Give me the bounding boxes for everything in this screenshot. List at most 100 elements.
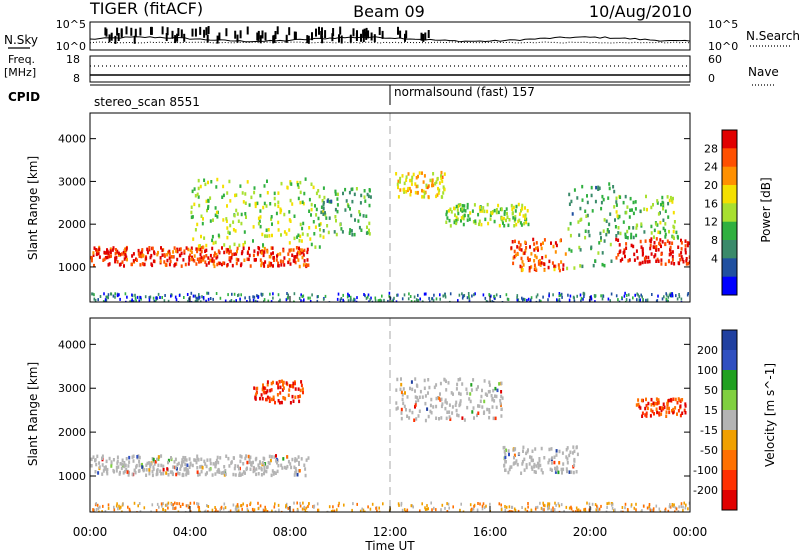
power-echo-cell <box>248 246 250 251</box>
velocity-echo-cell <box>264 386 267 391</box>
nsky-spike <box>294 31 297 40</box>
power-echo-cell <box>641 247 644 251</box>
power-echo-cell <box>397 185 399 190</box>
power-echo-cell <box>456 217 459 221</box>
velocity-echo-cell <box>530 458 533 463</box>
power-clutter-cell <box>516 296 518 300</box>
power-echo-cell <box>108 262 111 266</box>
velocity-clutter-cell <box>165 503 168 507</box>
power-echo-cell <box>223 243 226 247</box>
power-echo-cell <box>473 203 476 207</box>
velocity-echo-cell <box>554 470 557 474</box>
power-echo-cell <box>662 207 664 211</box>
power-clutter-cell <box>215 292 218 295</box>
velocity-clutter-cell <box>119 506 121 510</box>
velocity-echo-cell <box>481 405 484 409</box>
power-echo-cell <box>448 218 451 223</box>
power-clutter-cell <box>252 295 254 299</box>
power-echo-cell <box>437 191 440 195</box>
power-echo-cell <box>505 207 508 211</box>
velocity-echo-cell <box>455 408 458 413</box>
power-clutter-cell <box>548 292 550 296</box>
power-echo-cell <box>277 228 280 232</box>
power-echo-cell <box>125 247 128 251</box>
power-clutter-cell <box>686 293 689 297</box>
power-colorbar-swatch <box>722 221 737 241</box>
velocity-clutter-cell <box>369 507 372 511</box>
velocity-clutter-cell <box>302 501 304 505</box>
power-echo-cell <box>403 190 406 194</box>
velocity-echo-cell <box>504 459 507 464</box>
power-echo-cell <box>442 185 445 189</box>
power-echo-cell <box>367 194 370 199</box>
power-echo-cell <box>364 199 367 203</box>
power-echo-cell <box>273 191 276 196</box>
power-echo-cell <box>657 259 660 263</box>
power-echo-cell <box>469 211 472 215</box>
power-clutter-cell <box>91 292 94 296</box>
velocity-clutter-cell <box>162 502 164 506</box>
power-echo-cell <box>632 235 635 240</box>
velocity-clutter-cell <box>646 506 649 510</box>
velocity-y-tick-label: 4000 <box>58 338 86 351</box>
power-echo-cell <box>345 199 348 203</box>
velocity-clutter-cell <box>498 502 501 506</box>
power-echo-cell <box>592 263 595 268</box>
power-echo-cell <box>463 204 466 208</box>
power-echo-cell <box>535 268 538 272</box>
power-echo-cell <box>655 237 658 241</box>
velocity-echo-cell <box>294 457 297 461</box>
velocity-clutter-cell <box>185 504 188 508</box>
power-clutter-cell <box>198 293 200 297</box>
velocity-clutter-cell <box>667 509 670 512</box>
velocity-clutter-cell <box>600 504 602 508</box>
power-clutter-cell <box>392 298 394 302</box>
velocity-clutter-cell <box>253 508 256 512</box>
power-echo-cell <box>259 193 262 198</box>
velocity-clutter-cell <box>459 509 461 512</box>
power-echo-cell <box>468 217 471 222</box>
power-echo-cell <box>635 249 638 253</box>
nsearch-trace <box>89 41 691 44</box>
nsky-spike <box>216 35 219 44</box>
velocity-clutter-cell <box>161 504 163 508</box>
velocity-echo-cell <box>641 411 644 415</box>
power-echo-cell <box>179 253 182 258</box>
velocity-echo-cell <box>532 458 534 463</box>
power-echo-cell <box>351 233 354 237</box>
power-echo-cell <box>321 210 324 214</box>
velocity-echo-cell <box>102 469 105 473</box>
velocity-echo-cell <box>257 463 260 467</box>
velocity-echo-cell <box>395 401 398 405</box>
power-echo-cell <box>266 179 268 183</box>
velocity-clutter-cell <box>577 508 580 512</box>
nsky-spike <box>110 32 113 41</box>
power-echo-cell <box>262 205 265 210</box>
power-echo-cell <box>118 263 121 267</box>
power-clutter-cell <box>540 299 542 302</box>
power-echo-cell <box>227 230 230 234</box>
nsky-spike <box>332 28 335 36</box>
power-echo-cell <box>201 221 204 226</box>
velocity-echo-cell <box>448 415 451 419</box>
velocity-echo-cell <box>282 396 285 400</box>
power-echo-cell <box>304 177 307 181</box>
power-echo-cell <box>581 264 584 269</box>
nsky-spike <box>225 28 228 37</box>
power-echo-cell <box>314 225 317 229</box>
power-echo-cell <box>320 210 323 215</box>
power-echo-cell <box>628 258 631 262</box>
velocity-echo-cell <box>172 465 175 469</box>
power-echo-cell <box>328 200 331 204</box>
nsky-tick-top-right: 10^5 <box>708 18 738 31</box>
velocity-clutter-cell <box>424 506 426 510</box>
velocity-echo-cell <box>472 378 475 382</box>
velocity-clutter-cell <box>356 502 358 506</box>
power-echo-cell <box>123 257 126 261</box>
velocity-clutter-cell <box>172 506 174 510</box>
power-clutter-cell <box>194 294 197 298</box>
velocity-clutter-cell <box>688 501 690 505</box>
velocity-echo-cell <box>658 411 660 415</box>
velocity-echo-cell <box>244 456 247 461</box>
